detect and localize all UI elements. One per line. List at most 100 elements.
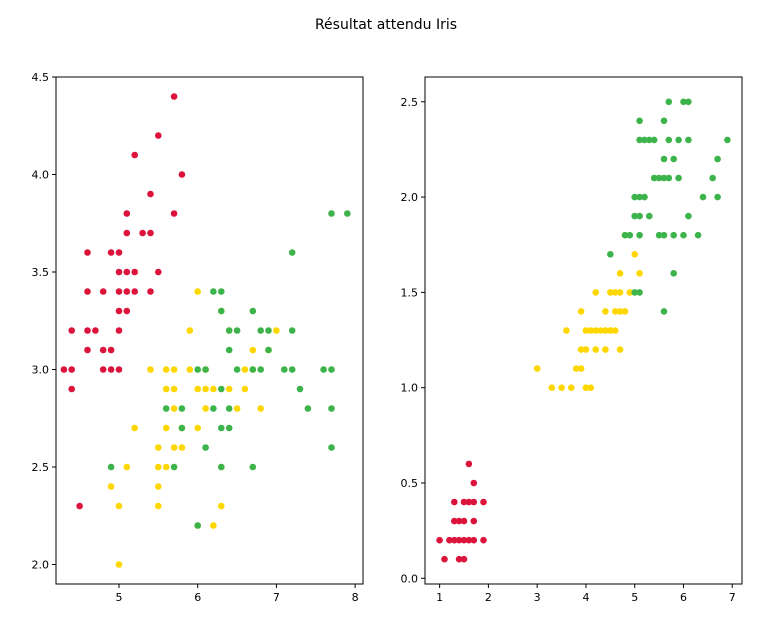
data-point-setosa [460,555,468,563]
data-point-setosa [68,327,75,334]
data-point-setosa [60,366,68,373]
data-point-setosa [107,366,115,373]
data-point-virginica [670,155,677,163]
data-point-setosa [451,498,458,506]
data-point-virginica [665,98,673,106]
data-point-versicolor [123,463,131,471]
y-tick-label: 4.0 [32,169,50,182]
x-tick-label: 8 [352,591,359,604]
data-point-versicolor [592,346,599,353]
data-point-virginica [621,231,629,239]
data-point-versicolor [548,384,556,392]
data-point-virginica [665,174,673,182]
data-point-virginica [328,405,335,412]
data-point-virginica [178,424,186,432]
x-tick-label: 1 [436,591,443,604]
data-point-setosa [115,249,123,256]
y-tick-label: 0.5 [401,477,419,490]
data-point-versicolor [602,327,609,334]
data-point-setosa [155,268,162,276]
data-point-versicolor [273,327,280,334]
data-point-setosa [115,327,123,334]
data-point-virginica [724,136,731,144]
data-point-virginica [650,174,658,182]
y-tick-label: 1.5 [401,286,419,299]
data-point-virginica [288,327,296,334]
data-point-setosa [92,327,99,334]
data-point-setosa [441,555,448,563]
y-tick-label: 1.0 [401,382,419,395]
data-point-virginica [178,405,186,412]
data-point-setosa [480,498,487,506]
data-point-setosa [123,210,131,217]
data-point-setosa [99,288,107,295]
data-point-setosa [446,536,453,544]
data-point-versicolor [607,289,614,296]
data-point-versicolor [602,346,609,353]
data-point-virginica [631,289,638,296]
data-point-setosa [465,536,473,544]
data-point-setosa [131,288,138,295]
data-point-setosa [178,171,186,178]
data-point-setosa [470,479,478,487]
data-point-virginica [288,249,296,256]
data-point-setosa [68,366,75,373]
x-tick-label: 5 [115,591,122,604]
data-point-versicolor [115,502,123,510]
data-point-virginica [225,424,233,432]
data-point-virginica [636,136,643,144]
data-point-virginica [265,327,272,334]
data-point-versicolor [115,561,123,568]
data-point-versicolor [607,327,614,334]
data-point-virginica [641,193,648,201]
data-point-virginica [699,193,707,201]
data-point-setosa [470,498,478,506]
data-point-versicolor [611,289,619,296]
y-tick-label: 0.0 [401,572,419,585]
data-point-setosa [436,536,443,544]
data-point-setosa [123,229,131,237]
data-point-setosa [115,268,123,276]
data-point-setosa [170,210,178,217]
data-point-virginica [225,327,233,334]
y-tick-label: 4.5 [32,71,50,84]
data-point-setosa [99,366,107,373]
data-point-versicolor [194,424,201,432]
data-point-virginica [670,270,677,277]
data-point-setosa [470,536,478,544]
data-point-setosa [480,536,487,544]
right-scatter-plot: 1 2 3 4 5 6 7 0.0 0.5 1.0 1.5 2.0 2.5 [401,76,743,604]
data-point-virginica [660,174,668,182]
data-point-virginica [675,174,682,182]
data-point-virginica [296,385,304,393]
data-point-virginica [218,463,225,471]
y-tick-label: 2.5 [401,96,419,109]
data-point-versicolor [592,327,599,334]
data-point-virginica [680,231,687,239]
data-point-virginica [170,463,178,471]
data-point-versicolor [621,308,629,315]
data-point-virginica [685,212,692,220]
data-point-setosa [131,151,138,159]
data-point-versicolor [210,522,217,529]
data-point-setosa [107,249,115,256]
data-point-setosa [68,385,75,393]
data-point-setosa [115,366,123,373]
data-point-virginica [660,308,668,315]
figure-title: Résultat attendu Iris [315,17,457,33]
data-point-versicolor [563,327,570,334]
data-point-versicolor [577,346,585,353]
y-tick-label: 3.0 [32,364,50,377]
data-point-versicolor [178,444,186,451]
data-point-setosa [84,346,91,354]
data-point-virginica [210,405,217,412]
data-point-virginica [636,193,643,201]
data-point-versicolor [186,366,194,373]
data-point-setosa [147,288,154,295]
data-point-virginica [249,366,257,373]
data-point-virginica [650,136,658,144]
data-point-versicolor [218,502,225,510]
data-point-virginica [660,231,668,239]
data-point-setosa [84,288,91,295]
